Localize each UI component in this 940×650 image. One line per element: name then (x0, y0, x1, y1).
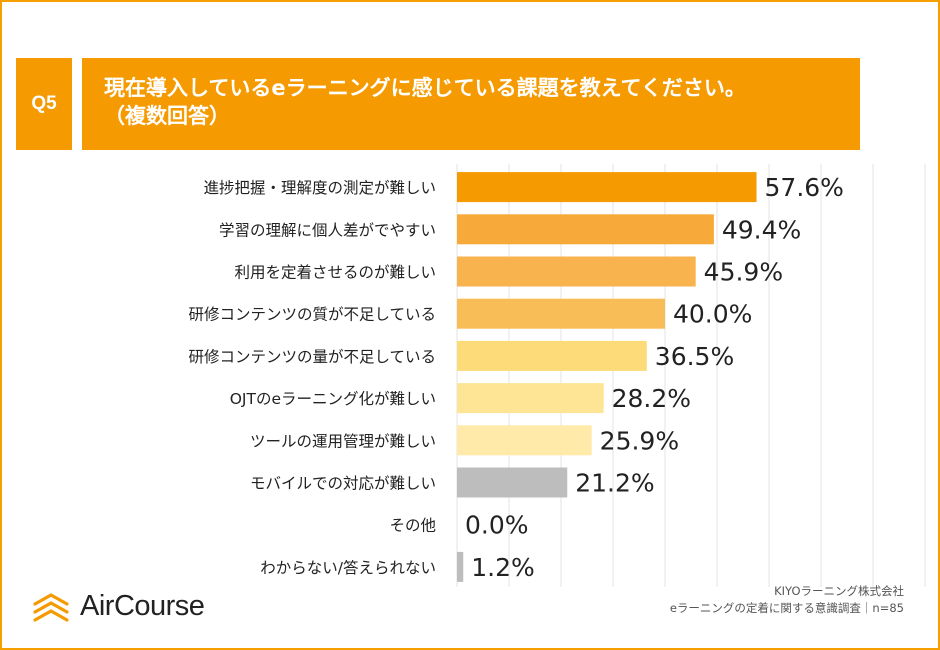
question-number-badge: Q5 (16, 58, 72, 150)
value-label: 49.4% (722, 215, 801, 244)
bar (457, 425, 592, 456)
bar (457, 340, 647, 371)
source-survey: eラーニングの定着に関する意識調査｜n=85 (669, 601, 904, 615)
value-label: 21.2% (575, 469, 654, 498)
bar (457, 551, 464, 582)
aircourse-logo-icon (33, 592, 69, 622)
value-label: 1.2% (471, 553, 535, 582)
bar (457, 214, 714, 245)
bar (457, 172, 757, 203)
category-label: わからない/答えられない (260, 559, 436, 577)
category-label: 研修コンテンツの質が不足している (188, 306, 436, 324)
question-title-line2: （複数回答） (104, 104, 230, 128)
question-title-line1: 現在導入しているeラーニングに感じている課題を教えてください。 (104, 76, 746, 100)
category-label: 学習の理解に個人差がでやすい (219, 221, 436, 239)
value-label: 40.0% (673, 300, 752, 329)
source-note: KIYOラーニング株式会社 eラーニングの定着に関する意識調査｜n=85 (670, 583, 904, 617)
value-label: 25.9% (600, 426, 679, 455)
category-label: モバイルでの対応が難しい (250, 475, 436, 493)
category-label: OJTのeラーニング化が難しい (230, 390, 436, 408)
bars (457, 172, 757, 582)
bar (457, 467, 568, 498)
value-label: 0.0% (465, 511, 529, 540)
value-label: 28.2% (612, 384, 691, 413)
aircourse-logo-text: AirCourse (80, 590, 205, 622)
bar (457, 298, 665, 329)
bar (457, 256, 696, 287)
value-label: 57.6% (765, 173, 844, 202)
category-label: 利用を定着させるのが難しい (234, 264, 436, 282)
source-company: KIYOラーニング株式会社 (774, 584, 904, 598)
aircourse-logo: AirCourse (32, 590, 205, 623)
question-title: 現在導入しているeラーニングに感じている課題を教えてください。 （複数回答） (82, 58, 860, 150)
value-labels: 57.6% 49.4% 45.9% 40.0% 36.5% 28.2% 25.9% 21.2%… (465, 173, 844, 582)
category-label: 進捗把握・理解度の測定が難しい (203, 179, 436, 197)
category-label: その他 (389, 517, 436, 535)
bar (457, 383, 604, 414)
category-label: 研修コンテンツの量が不足している (188, 348, 436, 366)
category-labels: 進捗把握・理解度の測定が難しい学習の理解に個人差がでやすい利用を定着させるのが難… (188, 179, 436, 577)
value-label: 36.5% (655, 342, 734, 371)
category-label: ツールの運用管理が難しい (250, 432, 436, 450)
value-label: 45.9% (704, 258, 783, 287)
